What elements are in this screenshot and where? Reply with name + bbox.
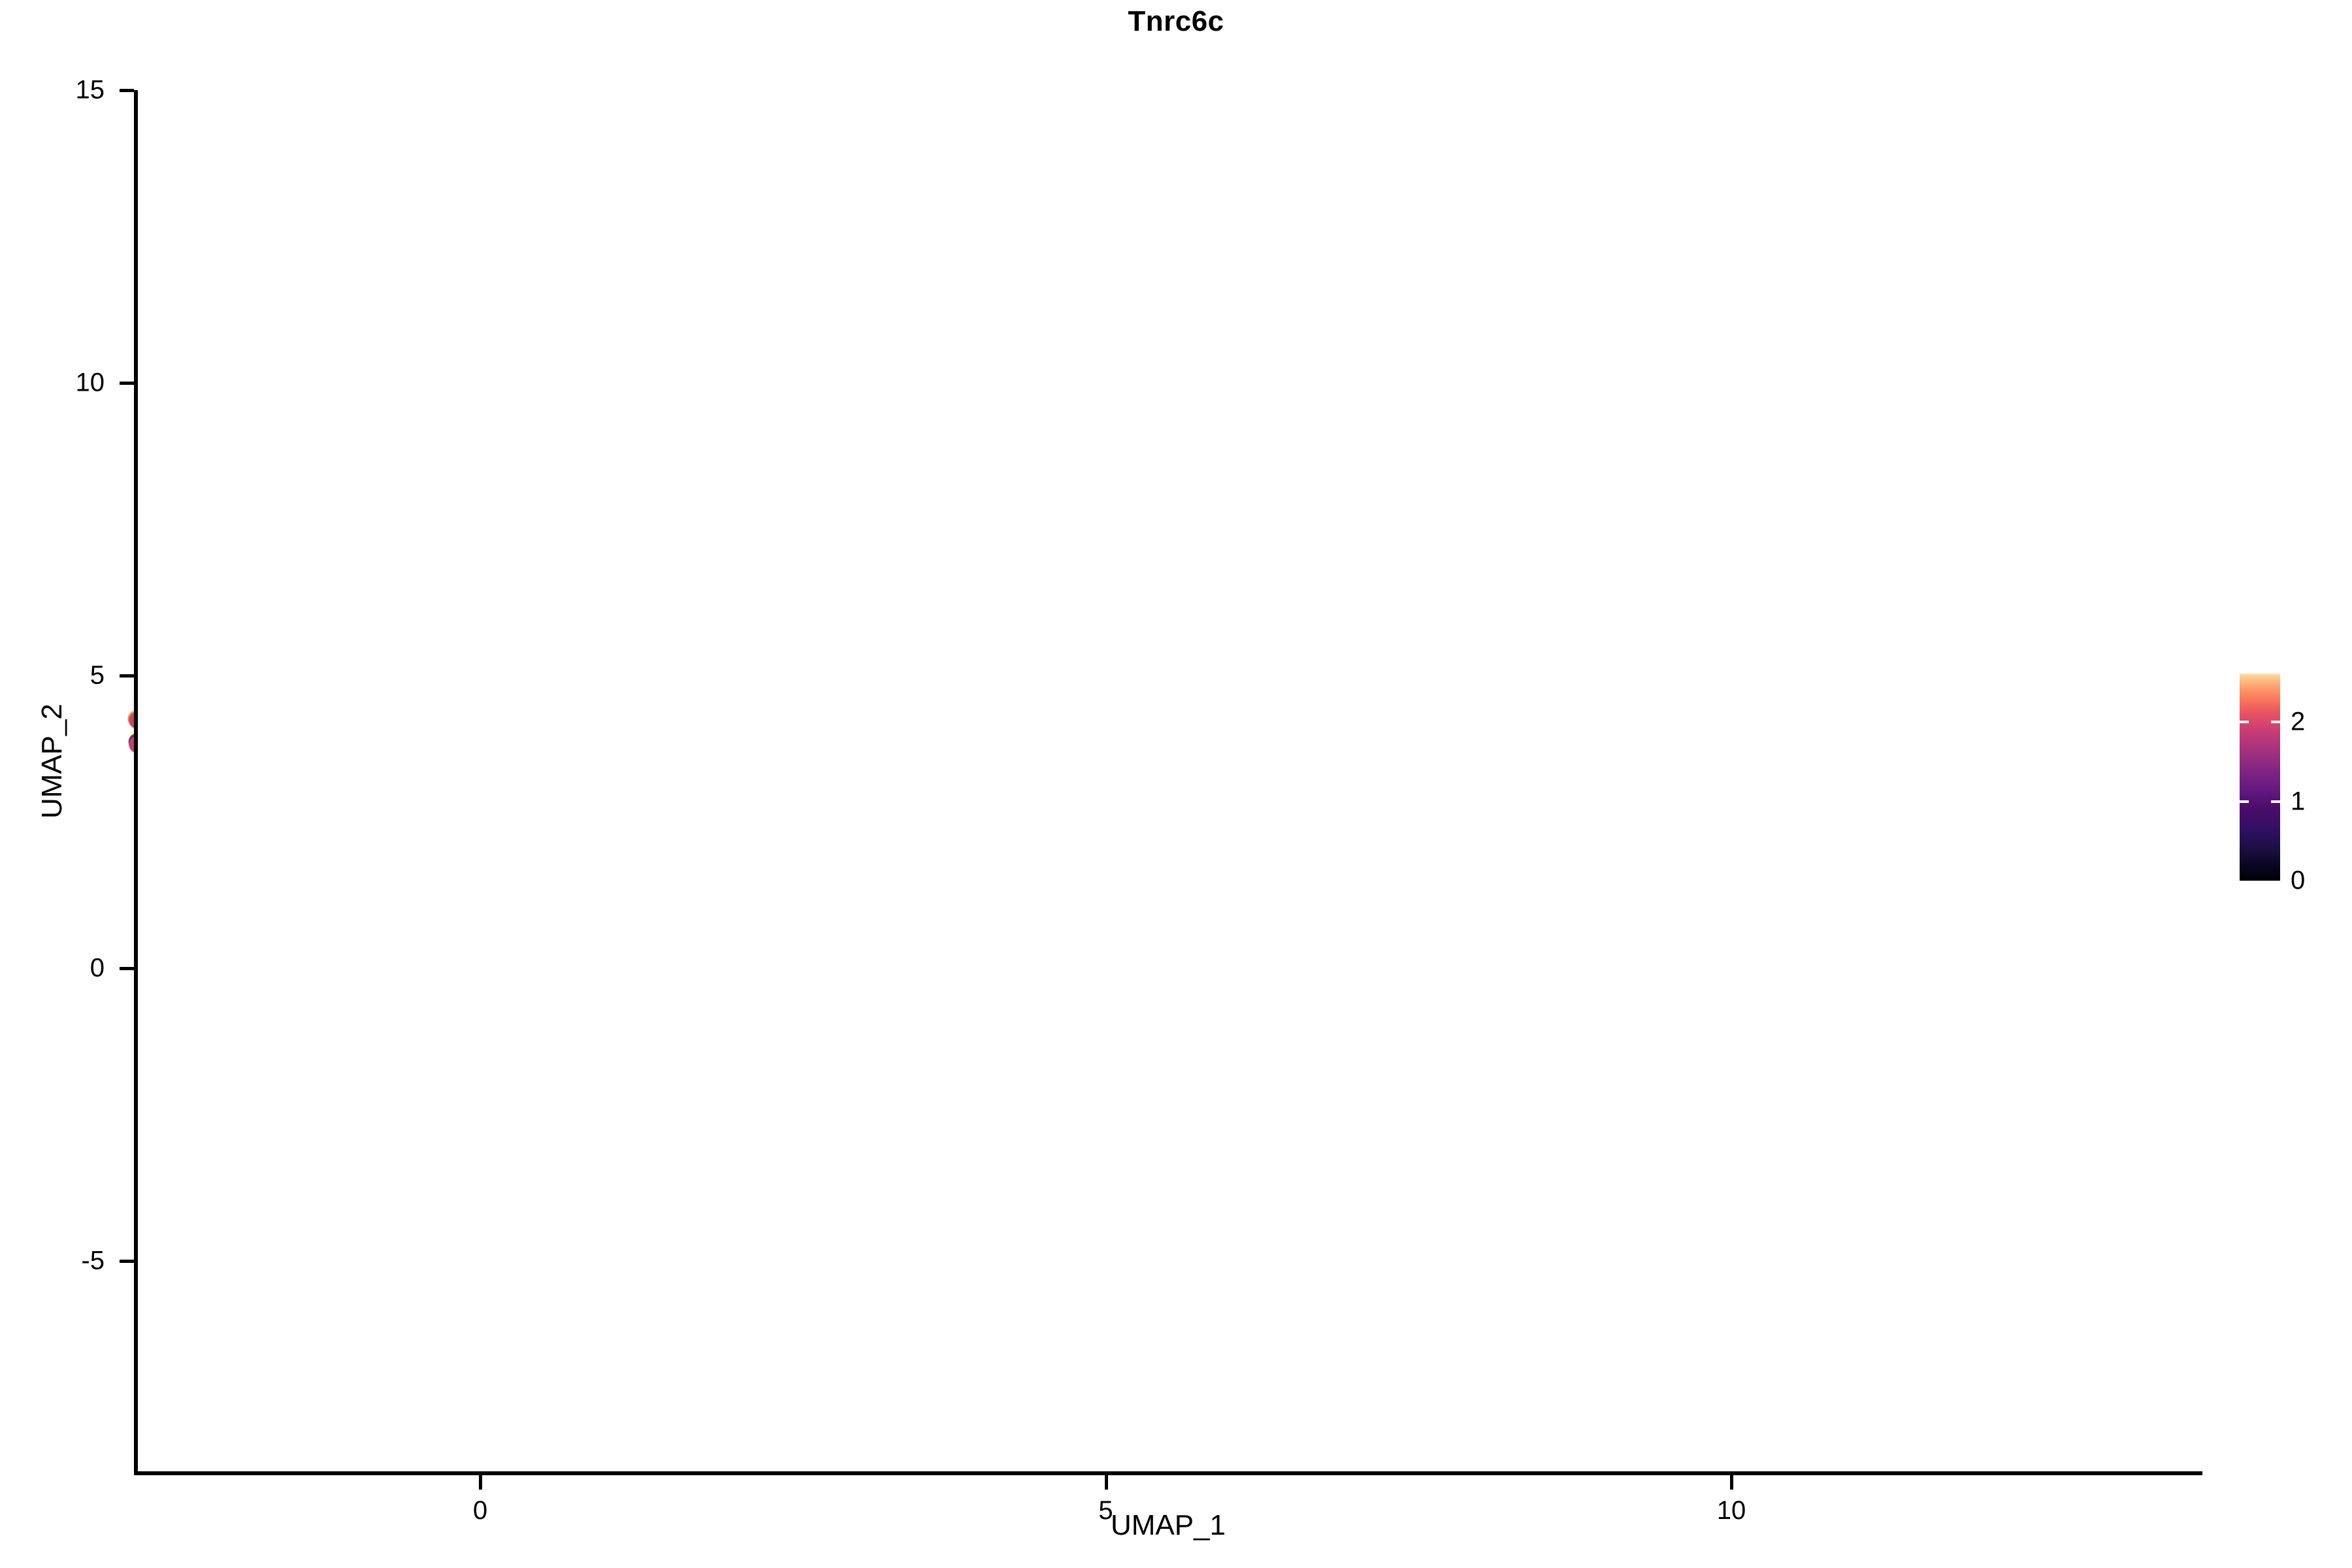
colorbar-tick-mark xyxy=(2271,800,2280,803)
y-tick-label: 15 xyxy=(75,75,105,105)
y-tick-label: 0 xyxy=(90,953,105,983)
plot-panel xyxy=(134,90,2202,1473)
colorbar-tick-mark xyxy=(2271,721,2280,724)
colorbar-gradient xyxy=(2240,673,2280,881)
y-tick-label: 10 xyxy=(75,368,105,397)
x-tick-mark xyxy=(1104,1475,1108,1490)
y-tick-mark xyxy=(120,674,134,678)
y-tick-label: 5 xyxy=(90,661,105,690)
y-tick-mark xyxy=(120,89,134,92)
colorbar-tick-mark xyxy=(2240,721,2249,724)
x-tick-label: 10 xyxy=(1716,1496,1746,1525)
x-tick-label: 0 xyxy=(472,1496,488,1525)
color-legend: 2 1 0 xyxy=(2234,666,2345,895)
y-tick-mark xyxy=(120,1260,134,1263)
colorbar-tick-mark xyxy=(2240,800,2249,803)
x-axis-line xyxy=(134,1471,2202,1475)
colorbar-tick-label: 1 xyxy=(2291,787,2306,816)
y-tick-mark xyxy=(120,967,134,970)
x-axis-title: UMAP_1 xyxy=(1110,1509,1226,1541)
page-title: Tnrc6c xyxy=(1128,5,1224,37)
x-tick-label: 5 xyxy=(1098,1496,1113,1525)
x-tick-mark xyxy=(479,1475,482,1490)
y-tick-mark xyxy=(120,382,134,385)
x-tick-mark xyxy=(1730,1475,1733,1490)
colorbar-tick-label: 2 xyxy=(2291,707,2306,736)
y-axis-line xyxy=(134,90,138,1475)
y-tick-label: -5 xyxy=(81,1246,105,1275)
y-axis-title: UMAP_2 xyxy=(36,703,68,819)
colorbar-tick-label: 0 xyxy=(2291,866,2306,895)
